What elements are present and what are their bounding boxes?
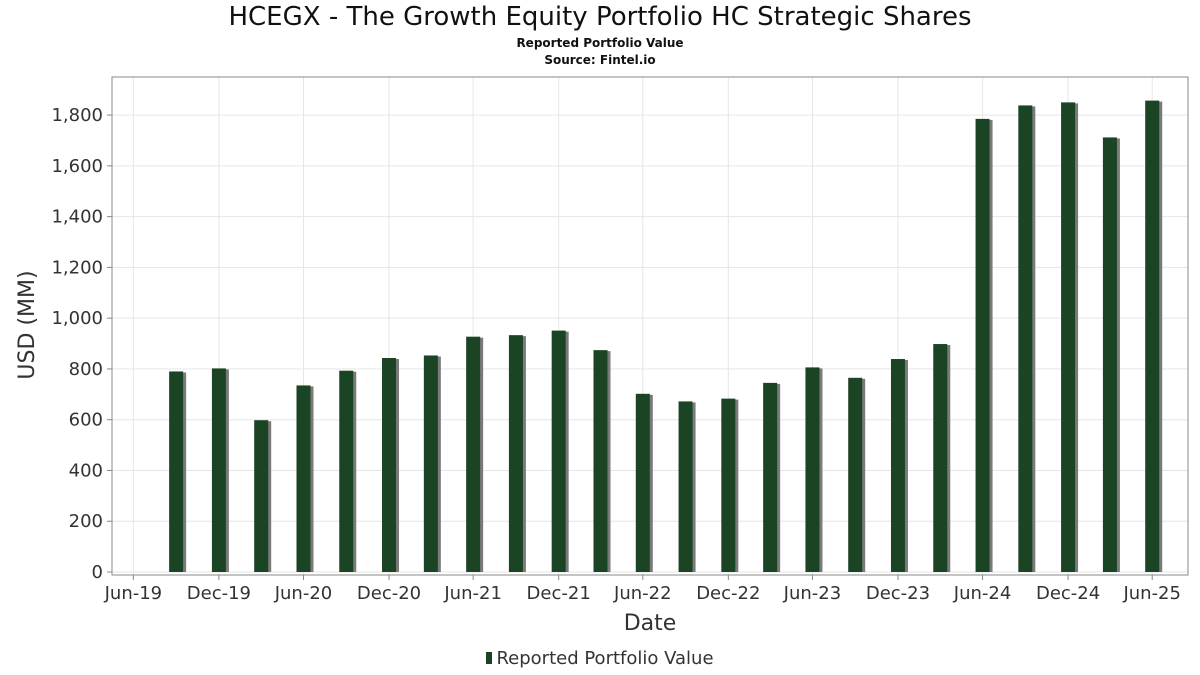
x-tick-label: Jun-19 (104, 583, 163, 604)
x-tick-label: Dec-22 (696, 583, 760, 604)
bar (721, 398, 736, 572)
bar (805, 367, 820, 572)
bar (382, 358, 397, 572)
y-axis-ticks: 0 200 400 600 800 1,000 1,200 1,400 1,600 1,800 (51, 105, 112, 583)
bar (339, 370, 354, 572)
bar (1018, 105, 1033, 572)
x-tick-label: Dec-19 (187, 583, 251, 604)
y-tick-label: 1,400 (51, 207, 103, 228)
chart-subtitle: Reported Portfolio Value (516, 36, 684, 50)
bar (593, 350, 608, 572)
y-tick-label: 1,600 (51, 156, 103, 177)
x-tick-label: Jun-24 (953, 583, 1012, 604)
x-tick-label: Dec-21 (527, 583, 591, 604)
x-tick-label: Dec-20 (357, 583, 421, 604)
bar (763, 382, 778, 572)
bar (211, 368, 226, 572)
bar (296, 385, 311, 572)
y-tick-label: 600 (69, 410, 103, 431)
bar (635, 393, 650, 572)
bar (1145, 100, 1160, 572)
y-tick-label: 200 (69, 511, 103, 532)
bar (551, 330, 566, 572)
bar (1102, 137, 1117, 572)
bar (975, 118, 990, 572)
y-tick-label: 1,800 (51, 105, 103, 126)
y-tick-label: 1,000 (51, 308, 103, 329)
chart-source: Source: Fintel.io (544, 53, 656, 67)
bar (254, 420, 269, 572)
x-tick-label: Jun-23 (783, 583, 842, 604)
bars (169, 100, 1163, 572)
bar (423, 355, 438, 572)
x-tick-label: Jun-20 (274, 583, 333, 604)
x-axis-title: Date (624, 611, 677, 636)
chart-title: HCEGX - The Growth Equity Portfolio HC S… (228, 2, 972, 32)
legend-label: Reported Portfolio Value (496, 648, 714, 669)
plot-area-border (111, 76, 1189, 576)
x-tick-label: Jun-22 (613, 583, 672, 604)
y-tick-label: 1,200 (51, 257, 103, 278)
x-tick-label: Dec-23 (866, 583, 930, 604)
x-tick-label: Jun-25 (1122, 583, 1181, 604)
y-tick-label: 400 (69, 460, 103, 481)
x-tick-label: Dec-24 (1036, 583, 1100, 604)
bar (466, 336, 481, 572)
bar (508, 335, 523, 572)
y-axis-title: USD (MM) (15, 270, 40, 379)
legend: Reported Portfolio Value (0, 648, 1200, 669)
bar (933, 344, 948, 572)
bar (678, 401, 693, 572)
legend-swatch (486, 652, 493, 664)
bar (1061, 102, 1076, 572)
x-axis-ticks: Jun-19 Dec-19 Jun-20 Dec-20 Jun-21 Dec-21 Jun-… (104, 575, 1181, 604)
y-tick-label: 0 (92, 562, 103, 583)
bar (848, 377, 863, 572)
bar (890, 359, 905, 572)
x-tick-label: Jun-21 (443, 583, 502, 604)
bar (169, 371, 184, 572)
y-tick-label: 800 (69, 359, 103, 380)
